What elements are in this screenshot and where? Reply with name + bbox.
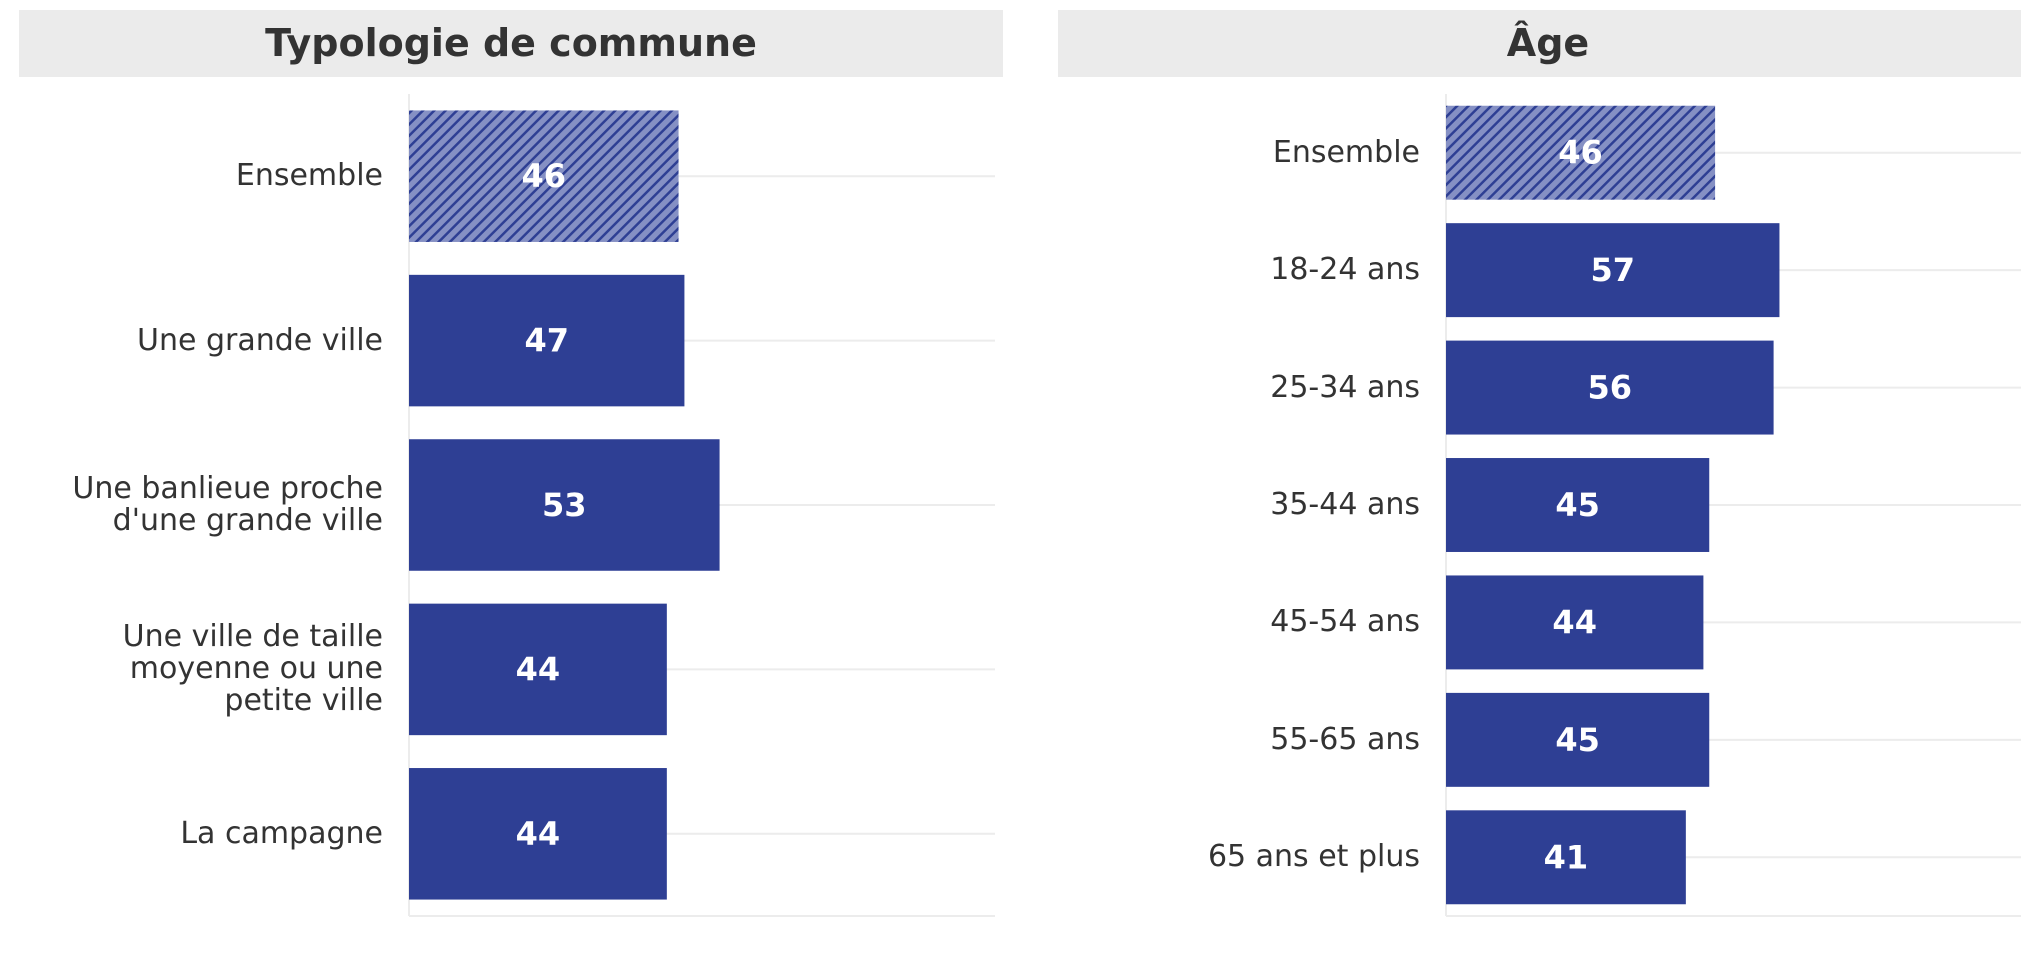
bar	[1446, 810, 1686, 905]
value-label: 44	[516, 650, 561, 688]
bar	[1446, 105, 1716, 200]
bar	[409, 274, 685, 407]
bar	[1446, 458, 1710, 552]
bar	[409, 603, 667, 736]
category-label: Ensemble	[235, 158, 383, 194]
value-label: 57	[1590, 251, 1635, 289]
value-label: 46	[522, 157, 567, 195]
category-label: 65 ans et plus	[1207, 839, 1420, 875]
value-label: 45	[1555, 721, 1600, 759]
category-label: Une grande ville	[137, 322, 383, 358]
category-label: 45-54 ans	[1270, 604, 1420, 640]
bar	[1446, 692, 1710, 787]
panel-title: Typologie de commune	[19, 10, 1003, 77]
category-label: 55-65 ans	[1270, 721, 1420, 757]
value-label: 45	[1555, 486, 1600, 524]
bar	[409, 768, 667, 900]
value-label: 44	[1552, 603, 1597, 641]
bar	[409, 110, 679, 242]
category-label: 35-44 ans	[1270, 487, 1420, 522]
bar	[409, 439, 720, 571]
category-label: 18-24 ans	[1270, 252, 1420, 288]
bar	[1446, 223, 1780, 318]
panel-title: Âge	[1058, 10, 2021, 77]
value-label: 41	[1544, 838, 1589, 876]
category-label: Ensemble	[1272, 134, 1420, 170]
value-label: 44	[516, 815, 561, 853]
bar	[1446, 575, 1704, 670]
value-label: 53	[542, 486, 587, 524]
bar	[1446, 340, 1774, 435]
category-label: 25-34 ans	[1270, 369, 1420, 405]
value-label: 46	[1558, 134, 1603, 172]
category-label: Une ville de taille moyenne ou une petit…	[122, 619, 383, 719]
value-label: 56	[1588, 369, 1633, 407]
category-label: Une banlieue proche d'une grande ville	[72, 471, 383, 538]
value-label: 47	[524, 322, 569, 360]
category-label: La campagne	[180, 815, 383, 851]
